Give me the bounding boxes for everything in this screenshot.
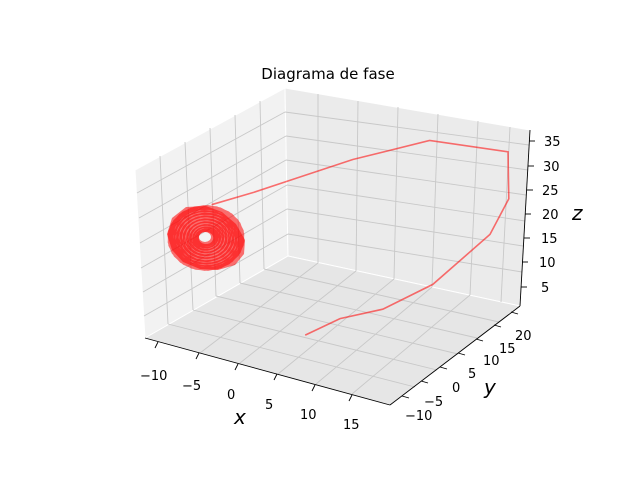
grid-line (199, 262, 319, 354)
y-tick-label: 0 (452, 381, 460, 396)
z-tick-label: 25 (542, 184, 559, 199)
x-tick-label: 10 (300, 408, 317, 423)
chart-title: Diagrama de fase (261, 65, 394, 83)
grid-line (138, 135, 287, 219)
grid-line (285, 135, 529, 171)
grid-line (136, 111, 286, 194)
x-axis-label: x (233, 405, 246, 429)
x-tick-label: 5 (265, 398, 273, 413)
z-tick-labels: 5 10 15 20 25 30 35 (539, 135, 561, 296)
grid-line (192, 309, 438, 371)
z-tick-label: 35 (544, 135, 561, 150)
z-tick-label: 5 (541, 281, 549, 296)
grid-line (286, 184, 526, 222)
z-axis-line (519, 129, 531, 307)
x-tick-label: −10 (140, 369, 167, 384)
x-tick-label: 0 (227, 388, 235, 403)
trajectory-line (211, 139, 510, 336)
z-axis-label: z (571, 201, 583, 225)
x-tick (195, 352, 200, 360)
grid-line (355, 100, 359, 272)
grid-line (259, 100, 265, 270)
y-tick-label: −5 (424, 395, 443, 410)
y-tick-label: 15 (499, 342, 516, 357)
grid-line (277, 278, 395, 375)
x-tick (273, 373, 278, 381)
tick-marks (154, 140, 535, 402)
z-tick-label: 15 (541, 232, 558, 247)
grid-line (351, 294, 471, 395)
grid-line (287, 233, 523, 273)
y-tick (420, 380, 429, 384)
y-tick (475, 338, 484, 342)
x-tick (154, 341, 159, 349)
grid-line (239, 270, 357, 364)
x-tick (234, 363, 239, 371)
x-axis-line (144, 337, 391, 406)
grid-line (315, 286, 433, 385)
y-tick (401, 395, 410, 399)
grid-line (469, 120, 479, 296)
x-tick (311, 384, 316, 392)
y-tick-label: 20 (515, 329, 532, 344)
y-tick (439, 366, 448, 370)
grid-line (285, 159, 527, 196)
grid-lines (136, 94, 530, 395)
x-tick-label: 15 (343, 418, 360, 433)
z-tick-label: 30 (543, 160, 560, 175)
grid-line (263, 268, 500, 323)
y-tick-label: 10 (483, 354, 500, 369)
y-axis-label: y (483, 375, 497, 399)
y-tick-label: 5 (468, 367, 476, 382)
grid-line (393, 106, 399, 280)
series-layer (167, 139, 510, 336)
attractor-region (167, 206, 245, 270)
grid-line (431, 113, 439, 288)
x-tick-labels: −10 −5 0 5 10 15 (140, 369, 360, 433)
axes-lines (144, 129, 531, 406)
grid-line (143, 233, 289, 317)
grid-line (159, 155, 169, 325)
y-axis-line (389, 305, 521, 406)
z-tick-label: 10 (539, 256, 556, 271)
y-tick (493, 324, 502, 328)
grid-line (139, 159, 287, 244)
grid-line (167, 323, 416, 388)
z-tick-label: 20 (542, 208, 559, 223)
grid-line (284, 111, 530, 146)
x-tick (348, 394, 353, 402)
y-tick-labels: −10 −5 0 5 10 15 20 (405, 329, 532, 424)
grid-line (215, 295, 459, 355)
y-tick (457, 352, 466, 356)
y-tick (510, 311, 519, 315)
x-tick-label: −5 (182, 379, 201, 394)
y-tick-label: −10 (405, 409, 432, 424)
